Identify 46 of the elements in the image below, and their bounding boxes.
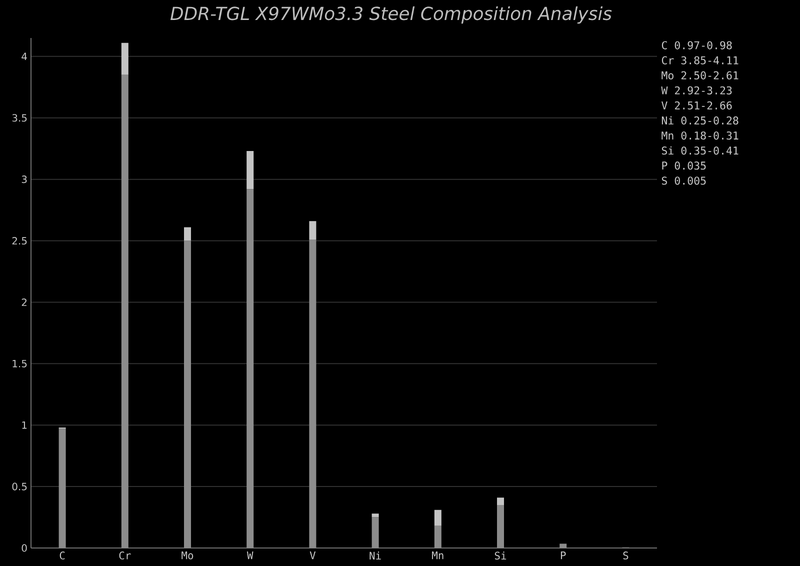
y-tick-label: 2: [22, 298, 26, 306]
text: W 2.92-3.23: [661, 86, 732, 94]
text: Ni 0.25-0.28: [662, 116, 738, 125]
y-tick-label: 0.5: [12, 482, 27, 490]
bar: [246, 151, 254, 190]
bar: [121, 74, 128, 548]
text: Mo 2.50-2.61: [662, 71, 738, 80]
x-tick-label: V: [310, 552, 316, 560]
text: P 0.035: [662, 162, 706, 170]
x-tick-label: C: [60, 552, 65, 560]
text: S 0.005: [662, 176, 706, 185]
text: C 0.97-0.98: [662, 41, 732, 50]
bar: [121, 42, 128, 75]
text: Si 0.35-0.41: [662, 146, 738, 155]
y-tick-label: 1.5: [12, 360, 27, 368]
x-tick-label: S: [623, 552, 628, 560]
text: Mn 0.18-0.31: [662, 131, 738, 140]
bar: [434, 526, 442, 548]
bar: [309, 221, 316, 240]
y-tick-label: 3: [22, 176, 27, 184]
x-tick-label: Si: [494, 552, 506, 560]
x-tick-label: Mn: [432, 552, 444, 560]
chart-title: DDR-TGL X97WMo3.3 Steel Composition Analysis: [170, 6, 612, 24]
y-tick-label: 1: [22, 421, 27, 429]
bar: [497, 504, 504, 548]
x-tick-label: W: [246, 552, 254, 560]
x-tick-label: Ni: [370, 552, 381, 560]
bar: [372, 514, 379, 518]
x-tick-label: Mo: [182, 552, 194, 560]
text: V 2.51-2.66: [662, 101, 732, 110]
y-tick-label: 3.5: [12, 114, 27, 122]
bar: [560, 544, 567, 548]
y-tick-label: 4: [22, 52, 27, 60]
bar: [246, 189, 254, 548]
bar: [497, 498, 504, 505]
bar: [184, 240, 191, 548]
x-tick-label: Cr: [119, 552, 131, 560]
bar: [434, 510, 442, 526]
bar: [309, 240, 316, 548]
y-tick-label: 2.5: [12, 236, 27, 245]
x-tick-label: P: [560, 552, 566, 560]
y-tick-label: 0: [22, 544, 27, 552]
text: Cr 3.85-4.11: [662, 56, 738, 64]
bar: [372, 517, 379, 548]
bar: [184, 227, 191, 241]
bar: [58, 428, 66, 548]
